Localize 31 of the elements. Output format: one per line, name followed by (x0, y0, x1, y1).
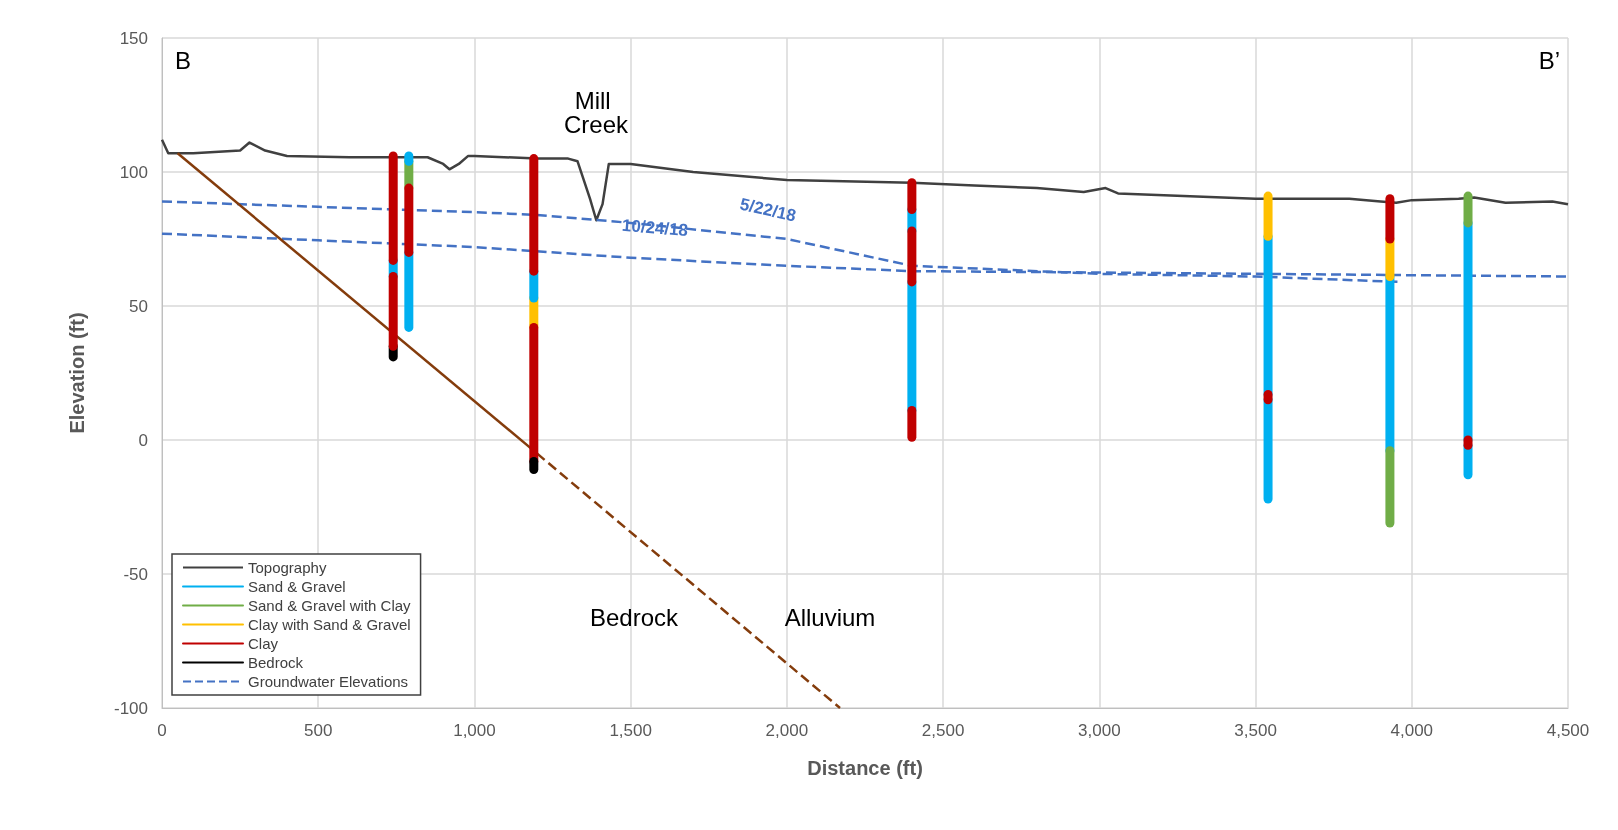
x-tick-label: 1,500 (609, 721, 652, 740)
annotation: B’ (1538, 46, 1560, 74)
y-tick-label: -50 (123, 564, 148, 584)
x-axis-title: Distance (ft) (807, 757, 923, 779)
y-tick-label: 150 (119, 28, 148, 48)
y-tick-label: 0 (138, 430, 148, 450)
legend-label: Clay (248, 635, 279, 652)
x-tick-label: 4,000 (1390, 721, 1434, 740)
annotation: B (175, 46, 192, 74)
x-tick-label: 2,500 (921, 721, 965, 740)
annotation: Mill Creek (563, 86, 629, 138)
x-tick-label: 1,000 (453, 721, 496, 740)
legend-label: Sand & Gravel with Clay (248, 597, 412, 614)
legend-label: Bedrock (248, 654, 304, 671)
legend-label: Clay with Sand & Gravel (248, 616, 411, 633)
y-tick-label: -100 (113, 698, 148, 718)
x-tick-label: 0 (157, 721, 167, 740)
legend-label: Groundwater Elevations (248, 673, 409, 690)
annotation: Alluvium (784, 603, 876, 631)
annotation: Bedrock (589, 603, 680, 631)
x-tick-label: 4,500 (1546, 721, 1590, 740)
legend-label: Topography (248, 559, 327, 576)
legend-label: Sand & Gravel (248, 578, 346, 595)
x-tick-label: 500 (304, 721, 333, 740)
y-tick-label: 50 (129, 296, 148, 316)
x-tick-label: 3,500 (1234, 721, 1277, 740)
annotation: 5/22/18 (738, 194, 798, 226)
y-tick-label: 100 (119, 162, 148, 182)
x-tick-label: 2,000 (765, 721, 809, 740)
y-axis-title: Elevation (ft) (66, 312, 88, 434)
x-tick-label: 3,000 (1078, 721, 1121, 740)
